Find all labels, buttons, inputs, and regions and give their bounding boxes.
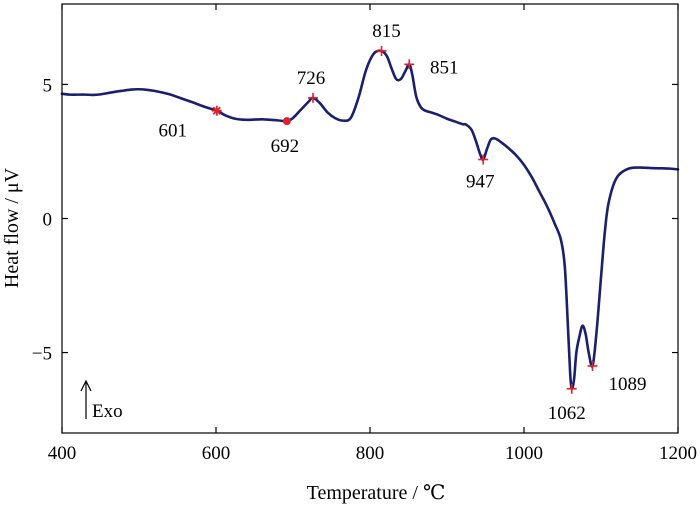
- x-tick-label: 600: [202, 443, 231, 464]
- peak-label-851: 851: [430, 57, 459, 78]
- x-tick-label: 1000: [505, 443, 543, 464]
- peak-marker-947: [478, 154, 489, 165]
- labels-layer: 601 692 726 815 851 947 1062 1089: [159, 21, 647, 424]
- x-tick-label: 800: [356, 443, 385, 464]
- peak-marker-1089: [587, 360, 598, 371]
- peak-marker-692: [282, 117, 291, 126]
- y-tick-label: 0: [43, 210, 53, 231]
- plot-frame: [61, 3, 679, 434]
- peak-marker-601: [211, 105, 222, 116]
- series-layer: [60, 49, 680, 391]
- x-axis-title: Temperature / ℃: [307, 482, 446, 504]
- y-tick-label: −5: [32, 344, 52, 365]
- peak-marker-851: [404, 59, 415, 70]
- markers-layer: [211, 45, 598, 394]
- peak-label-692: 692: [271, 136, 300, 157]
- peak-label-815: 815: [372, 21, 401, 42]
- peak-marker-1062: [566, 383, 577, 394]
- heat-flow-series-line-0: [60, 49, 680, 391]
- exo-arrow-head-icon: [80, 379, 92, 392]
- peak-label-1089: 1089: [609, 374, 647, 395]
- x-tick-label: 1200: [659, 443, 697, 464]
- peak-label-601: 601: [159, 121, 188, 142]
- peak-label-1062: 1062: [548, 403, 586, 424]
- peak-marker-726: [308, 92, 319, 103]
- peak-label-947: 947: [466, 172, 495, 193]
- y-axis-title: Heat flow / μV: [1, 167, 23, 288]
- ticks-layer: 400 600 800 1000 1200 5 0 −5: [32, 4, 697, 464]
- y-tick-label: 5: [43, 75, 53, 96]
- peak-label-726: 726: [297, 68, 326, 89]
- x-tick-label: 400: [48, 443, 77, 464]
- exo-indicator: Exo: [80, 379, 123, 422]
- peak-marker-815: [376, 45, 387, 56]
- exo-label: Exo: [92, 401, 123, 422]
